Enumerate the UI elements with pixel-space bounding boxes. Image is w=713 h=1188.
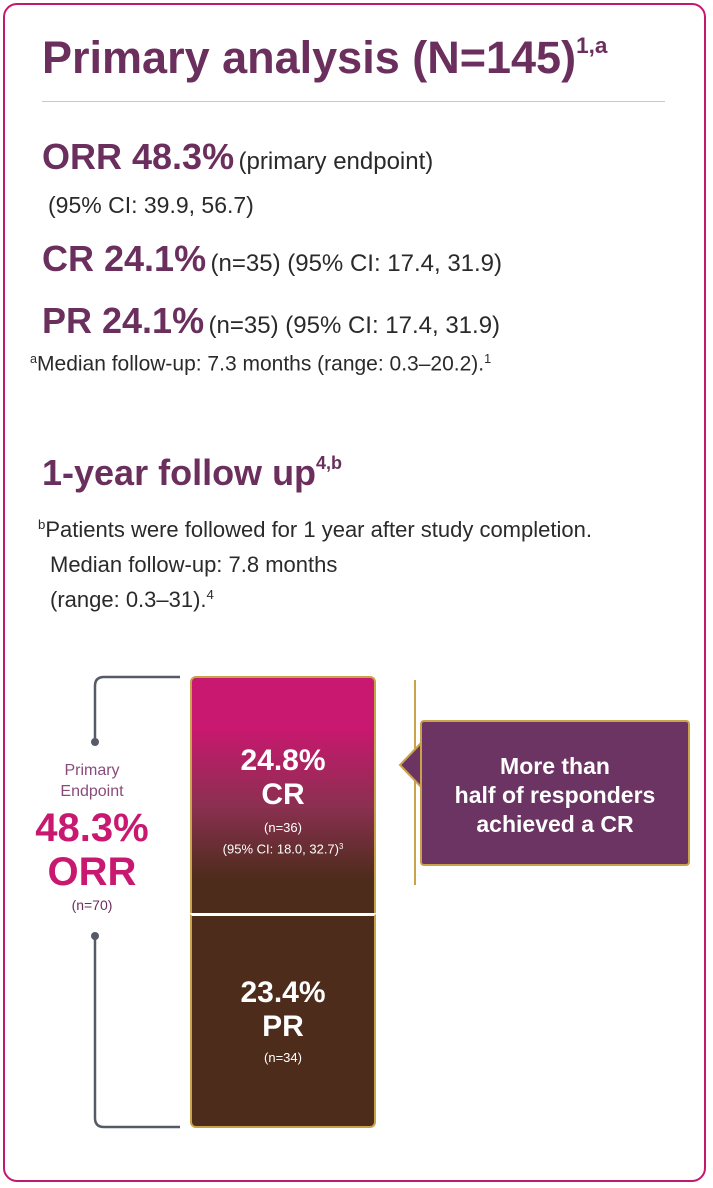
cr-name: CR — [261, 778, 305, 811]
callout-line: More than — [500, 753, 610, 779]
callout: More than half of responders achieved a … — [420, 720, 690, 866]
pr-value: 23.4% — [240, 976, 326, 1009]
cr-note: (n=35) (95% CI: 17.4, 31.9) — [210, 250, 503, 277]
left-label: Primary — [64, 762, 120, 779]
cr-line: CR 24.1% (n=35) (95% CI: 17.4, 31.9) — [42, 238, 502, 280]
bracket-bottom — [93, 938, 180, 1129]
footnote-line: Median follow-up: 7.8 months — [50, 552, 338, 577]
pr-n: (n=34) — [264, 1050, 302, 1065]
orr-summary: Primary Endpoint 48.3% ORR (n=70) — [28, 760, 156, 916]
pointer — [398, 740, 423, 790]
footnote-text: Median follow-up: 7.3 months (range: 0.3… — [37, 352, 485, 376]
orr-label: ORR 48.3% — [42, 136, 235, 177]
orr-line: ORR 48.3% (primary endpoint) — [42, 136, 433, 178]
followup-title-text: 1-year follow up — [42, 452, 317, 493]
bracket-dot — [91, 738, 99, 746]
cr-ci: (95% CI: 18.0, 32.7) — [222, 841, 339, 857]
bracket-dot — [91, 932, 99, 940]
footnote-b-1: bPatients were followed for 1 year after… — [38, 517, 592, 543]
orr-ci: (95% CI: 39.9, 56.7) — [48, 192, 254, 218]
pr-note: (n=35) (95% CI: 17.4, 31.9) — [208, 312, 501, 339]
bracket-top — [93, 675, 180, 740]
pr-name: PR — [262, 1010, 304, 1043]
callout-line: achieved a CR — [476, 811, 634, 837]
cr-n: (n=36) — [264, 820, 302, 835]
followup-title: 1-year follow up4,b — [42, 452, 342, 494]
left-name: ORR — [47, 850, 137, 894]
cr-ci-line: (95% CI: 18.0, 32.7)3 — [192, 838, 374, 859]
orr-note: (primary endpoint) — [238, 148, 434, 175]
footnote-mark: a — [30, 352, 38, 366]
footnote-mark: b — [38, 517, 46, 533]
pr-block: 23.4% PR (n=34) — [190, 914, 376, 1128]
divider — [42, 101, 665, 102]
footnote-line: Patients were followed for 1 year after … — [45, 517, 592, 542]
left-n: (n=70) — [71, 897, 113, 913]
footnote-ref: 4 — [206, 587, 214, 603]
callout-line: half of responders — [454, 782, 656, 808]
pr-line: PR 24.1% (n=35) (95% CI: 17.4, 31.9) — [42, 300, 500, 342]
cr-label: CR 24.1% — [42, 238, 207, 279]
footnote-a: aMedian follow-up: 7.3 months (range: 0.… — [30, 352, 491, 377]
frame — [3, 3, 706, 1182]
followup-title-sup: 4,b — [316, 452, 343, 473]
pr-label: PR 24.1% — [42, 300, 205, 341]
cr-block: 24.8% CR (n=36) (95% CI: 18.0, 32.7)3 — [190, 676, 376, 913]
left-label: Endpoint — [60, 783, 124, 800]
title-sup: 1,a — [576, 32, 608, 58]
footnote-line: (range: 0.3–31). — [50, 587, 207, 612]
title-text: Primary analysis (N=145) — [42, 32, 577, 83]
left-value: 48.3% — [35, 806, 149, 850]
cr-ref: 3 — [339, 842, 344, 851]
cr-value: 24.8% — [240, 744, 326, 777]
footnote-b-3: (range: 0.3–31).4 — [50, 587, 214, 613]
title: Primary analysis (N=145)1,a — [42, 32, 607, 84]
footnote-ref: 1 — [484, 352, 492, 366]
